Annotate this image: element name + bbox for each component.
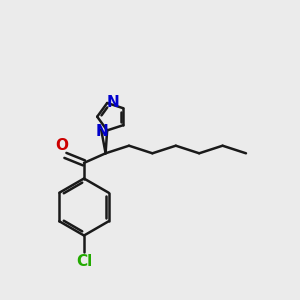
Text: N: N bbox=[95, 124, 108, 139]
Text: O: O bbox=[55, 138, 68, 153]
Text: Cl: Cl bbox=[76, 254, 92, 268]
Text: N: N bbox=[106, 94, 119, 110]
